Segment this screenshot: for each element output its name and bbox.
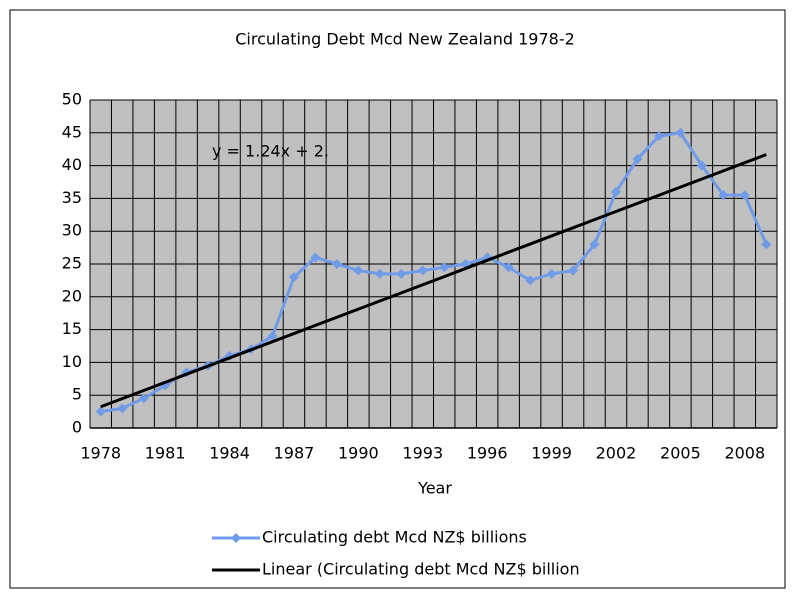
- marker: [439, 262, 450, 273]
- marker: [417, 265, 428, 276]
- x-tick-label: 2008: [724, 444, 765, 463]
- y-tick-label: 30: [62, 221, 82, 240]
- x-tick-label: 1987: [274, 444, 315, 463]
- chart-title: Circulating Debt Mcd New Zealand 1978-2: [235, 30, 575, 49]
- y-tick-label: 35: [62, 188, 82, 207]
- marker: [739, 190, 750, 201]
- y-tick-label: 45: [62, 122, 82, 141]
- marker: [568, 265, 579, 276]
- x-tick-label: 1993: [402, 444, 443, 463]
- marker: [653, 131, 664, 142]
- marker: [761, 239, 772, 250]
- marker: [610, 186, 621, 197]
- marker: [718, 190, 729, 201]
- marker: [589, 239, 600, 250]
- x-tick-label: 2002: [596, 444, 637, 463]
- y-tick-label: 5: [72, 385, 82, 404]
- marker: [374, 268, 385, 279]
- x-tick-label: 1981: [145, 444, 186, 463]
- y-tick-label: 50: [62, 90, 82, 109]
- marker: [396, 268, 407, 279]
- marker: [353, 265, 364, 276]
- marker: [288, 272, 299, 283]
- marker: [310, 252, 321, 263]
- marker: [138, 393, 149, 404]
- x-tick-label: 1999: [531, 444, 572, 463]
- x-tick-label: 2005: [660, 444, 701, 463]
- marker: [525, 275, 536, 286]
- y-tick-label: 25: [62, 254, 82, 273]
- marker: [503, 262, 514, 273]
- marker: [267, 331, 278, 342]
- y-tick-label: 10: [62, 352, 82, 371]
- y-tick-label: 15: [62, 319, 82, 338]
- annotation: y = 1.24x + 2.: [212, 142, 329, 161]
- x-tick-label: 1990: [338, 444, 379, 463]
- y-tick-label: 40: [62, 155, 82, 174]
- trend-line: [100, 153, 767, 409]
- marker: [675, 127, 686, 138]
- marker: [331, 259, 342, 269]
- x-tick-label: 1984: [209, 444, 250, 463]
- marker: [632, 154, 643, 165]
- legend-label: Linear (Circulating debt Mcd NZ$ billion: [262, 560, 580, 579]
- marker: [546, 268, 557, 279]
- marker: [117, 403, 128, 414]
- x-tick-label: 1996: [467, 444, 508, 463]
- x-tick-label: 1978: [80, 444, 121, 463]
- y-tick-label: 0: [72, 418, 82, 437]
- marker: [696, 160, 707, 171]
- marker: [95, 406, 106, 417]
- x-axis-title: Year: [417, 479, 452, 498]
- legend-marker: [231, 533, 241, 543]
- legend-label: Circulating debt Mcd NZ$ billions: [262, 528, 527, 547]
- y-tick-label: 20: [62, 286, 82, 305]
